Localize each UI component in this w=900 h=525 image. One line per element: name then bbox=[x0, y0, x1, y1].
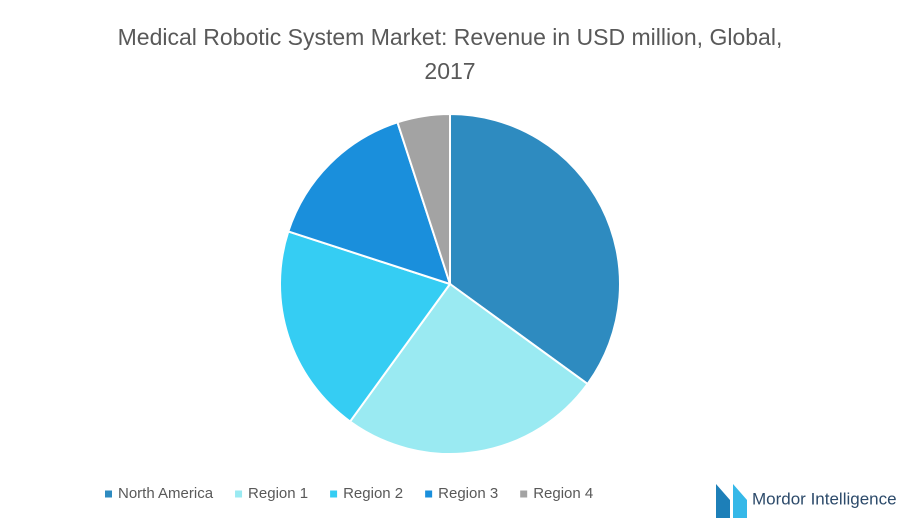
logo: Mordor Intelligence bbox=[716, 484, 897, 518]
pie-slice bbox=[279, 230, 452, 423]
logo-text: Mordor Intelligence bbox=[752, 489, 897, 508]
logo-icon bbox=[733, 484, 747, 518]
pie-slice bbox=[396, 112, 451, 285]
pie-slice bbox=[449, 112, 621, 386]
legend-marker bbox=[105, 490, 112, 498]
legend-label: Region 1 bbox=[248, 485, 308, 502]
legend-label: Region 4 bbox=[533, 485, 593, 502]
legend-marker bbox=[520, 490, 528, 498]
legend-label: Region 2 bbox=[343, 485, 403, 502]
legend-marker bbox=[330, 490, 338, 498]
legend-marker bbox=[235, 490, 243, 498]
legend-label: North America bbox=[118, 485, 214, 502]
legend-marker bbox=[425, 490, 433, 498]
pie-slice bbox=[348, 282, 589, 455]
logo-icon bbox=[716, 484, 730, 518]
chart-title: Medical Robotic System Market: Revenue i… bbox=[117, 24, 783, 84]
legend-label: Region 3 bbox=[438, 485, 498, 502]
